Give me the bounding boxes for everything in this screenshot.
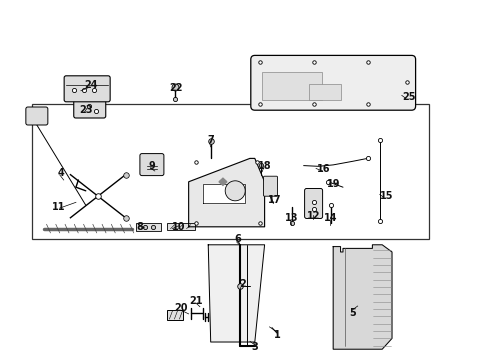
Text: 18: 18 (258, 161, 271, 171)
Text: 9: 9 (148, 161, 155, 171)
Text: 24: 24 (84, 80, 98, 90)
FancyBboxPatch shape (64, 76, 110, 102)
Polygon shape (219, 178, 227, 185)
Bar (167, 223, 195, 230)
Text: 1: 1 (273, 330, 280, 340)
Text: 25: 25 (402, 92, 416, 102)
Text: 13: 13 (285, 213, 298, 223)
Bar (136, 223, 161, 231)
Text: 16: 16 (317, 164, 330, 174)
Text: 23: 23 (79, 105, 93, 115)
Polygon shape (333, 245, 392, 349)
Text: 19: 19 (326, 179, 340, 189)
Polygon shape (189, 158, 265, 227)
Text: 6: 6 (234, 234, 241, 244)
Bar (309, 84, 341, 100)
Text: 20: 20 (174, 303, 188, 313)
Text: 21: 21 (189, 296, 203, 306)
FancyBboxPatch shape (264, 176, 277, 196)
Text: 22: 22 (170, 83, 183, 93)
Bar (32, 104, 429, 239)
FancyBboxPatch shape (140, 154, 164, 176)
FancyBboxPatch shape (251, 55, 416, 110)
Text: 11: 11 (52, 202, 66, 212)
Text: 3: 3 (251, 342, 258, 352)
Bar (262, 72, 322, 100)
Text: 17: 17 (268, 195, 281, 205)
Text: 10: 10 (172, 222, 186, 232)
Text: 12: 12 (307, 211, 320, 221)
Text: 4: 4 (58, 168, 65, 178)
Polygon shape (203, 184, 245, 203)
Text: 7: 7 (207, 135, 214, 145)
FancyBboxPatch shape (26, 107, 48, 125)
Polygon shape (208, 245, 265, 342)
Bar (168, 310, 183, 320)
FancyBboxPatch shape (305, 189, 322, 219)
Text: 14: 14 (324, 213, 338, 223)
Circle shape (225, 181, 245, 201)
Text: 15: 15 (380, 191, 394, 201)
FancyBboxPatch shape (74, 96, 106, 118)
Text: 8: 8 (136, 222, 143, 232)
Text: 5: 5 (349, 308, 356, 318)
Text: 2: 2 (239, 279, 246, 289)
